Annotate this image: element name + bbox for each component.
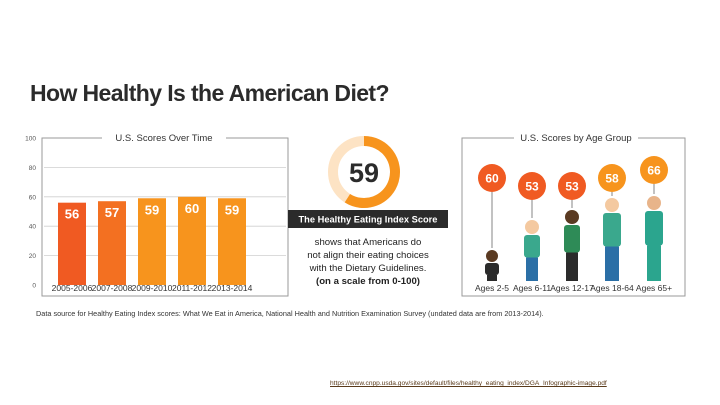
page-title: How Healthy Is the American Diet? <box>30 80 390 106</box>
age-group-label: Ages 12-17 <box>550 283 594 293</box>
person-head <box>486 250 498 262</box>
y-tick-label: 60 <box>29 194 37 201</box>
gauge-score: 59 <box>349 158 379 188</box>
age-score-circle <box>598 164 626 192</box>
age-score-value: 58 <box>605 172 619 186</box>
healthy-eating-index-panel: 59 The Healthy Eating Index Score shows … <box>288 136 448 287</box>
index-desc-line-4: (on a scale from 0-100) <box>316 276 420 287</box>
age-score-value: 60 <box>485 172 499 186</box>
age-score-circle <box>518 172 546 200</box>
age-score-circle <box>558 172 586 200</box>
person-torso <box>485 263 499 275</box>
age-score-circle <box>640 156 668 184</box>
index-header-bar <box>288 210 448 228</box>
person-head <box>565 210 579 224</box>
index-desc-line-1: shows that Americans do <box>315 237 422 248</box>
person-legs <box>526 257 538 281</box>
y-tick-label: 40 <box>29 224 37 231</box>
left-chart-title: U.S. Scores Over Time <box>115 133 212 144</box>
person-torso <box>564 225 580 253</box>
bar <box>138 198 166 285</box>
x-category-label: 2011-2012 <box>172 283 212 293</box>
bar-value-label: 59 <box>225 202 239 217</box>
bar-value-label: 56 <box>65 207 79 222</box>
person-head <box>647 196 661 210</box>
source-url-link[interactable]: https://www.cnpp.usda.gov/sites/default/… <box>330 380 607 387</box>
scores-by-age-chart: U.S. Scores by Age Group 60 Ages 2-5 53 Age… <box>461 132 686 297</box>
x-category-label: 2007-2008 <box>92 283 133 293</box>
index-desc-line-2: not align their eating choices <box>307 250 429 261</box>
person-torso <box>603 213 621 247</box>
bar <box>98 201 126 285</box>
age-group-label: Ages 2-5 <box>475 283 509 293</box>
person-legs <box>647 245 661 281</box>
age-score-value: 53 <box>565 180 579 194</box>
bar-value-label: 60 <box>185 201 199 216</box>
person-torso <box>524 235 540 258</box>
y-tick-label: 80 <box>29 165 37 172</box>
age-group-label: Ages 6-11 <box>513 283 551 293</box>
person-head <box>605 198 619 212</box>
age-score-circle <box>478 164 506 192</box>
bar <box>178 196 206 285</box>
person-legs <box>487 275 497 281</box>
age-group-label: Ages 18-64 <box>590 283 634 293</box>
person-legs <box>566 252 578 281</box>
gauge-fill-arc <box>344 136 400 208</box>
y-tick-label: 100 <box>25 136 36 143</box>
right-title-mask <box>514 132 638 144</box>
scores-over-time-chart: U.S. Scores Over Time 0 20 40 60 80 100 56 200… <box>25 132 289 297</box>
person-torso <box>645 211 663 246</box>
x-category-label: 2013-2014 <box>212 283 253 293</box>
y-tick-label: 0 <box>32 283 36 290</box>
person-legs <box>605 246 619 281</box>
x-category-label: 2005-2006 <box>52 283 93 293</box>
y-tick-label: 20 <box>29 253 37 260</box>
bar-value-label: 59 <box>145 202 159 217</box>
age-group-label: Ages 65+ <box>636 283 672 293</box>
bar-value-label: 57 <box>105 205 119 220</box>
index-header-text: The Healthy Eating Index Score <box>299 215 438 225</box>
bar <box>218 198 246 285</box>
age-score-value: 53 <box>525 180 539 194</box>
left-title-mask <box>102 132 226 144</box>
x-category-label: 2009-2010 <box>132 283 173 293</box>
person-head <box>525 220 539 234</box>
right-chart-title: U.S. Scores by Age Group <box>520 133 631 144</box>
bar <box>58 202 86 285</box>
data-source-note: Data source for Healthy Eating Index sco… <box>36 309 544 318</box>
age-score-value: 66 <box>647 164 661 178</box>
index-desc-line-3: with the Dietary Guidelines. <box>309 263 427 274</box>
